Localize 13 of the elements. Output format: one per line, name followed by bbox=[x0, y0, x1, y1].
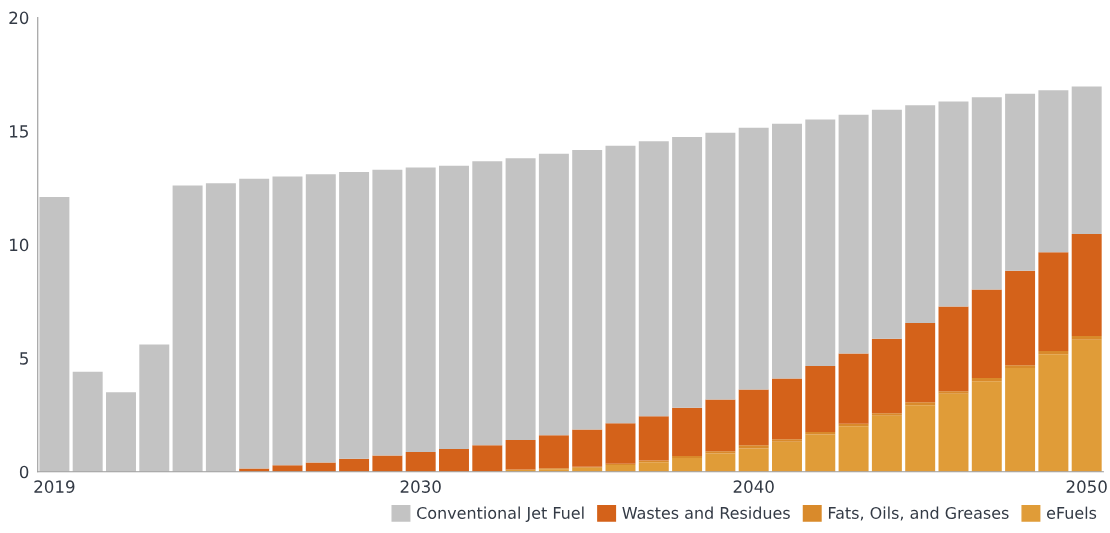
y-tick-label: 10 bbox=[10, 238, 29, 252]
x-tick-label: 2040 bbox=[733, 480, 774, 493]
y-tick-label: 5 bbox=[20, 352, 28, 365]
legend-label: Fats, Oils, and Greases bbox=[828, 506, 1009, 521]
legend-label: Conventional Jet Fuel bbox=[417, 506, 584, 522]
x-tick-label: 2019 bbox=[34, 480, 75, 493]
y-tick-label: 20 bbox=[9, 11, 29, 25]
x-tick-label: 2030 bbox=[400, 480, 441, 493]
y-tick-label: 0 bbox=[19, 465, 29, 479]
y-tick-label: 15 bbox=[10, 125, 28, 138]
x-tick-label: 2050 bbox=[1066, 480, 1107, 493]
legend-label: eFuels bbox=[1046, 506, 1097, 519]
legend-label: Wastes and Residues bbox=[622, 506, 790, 519]
